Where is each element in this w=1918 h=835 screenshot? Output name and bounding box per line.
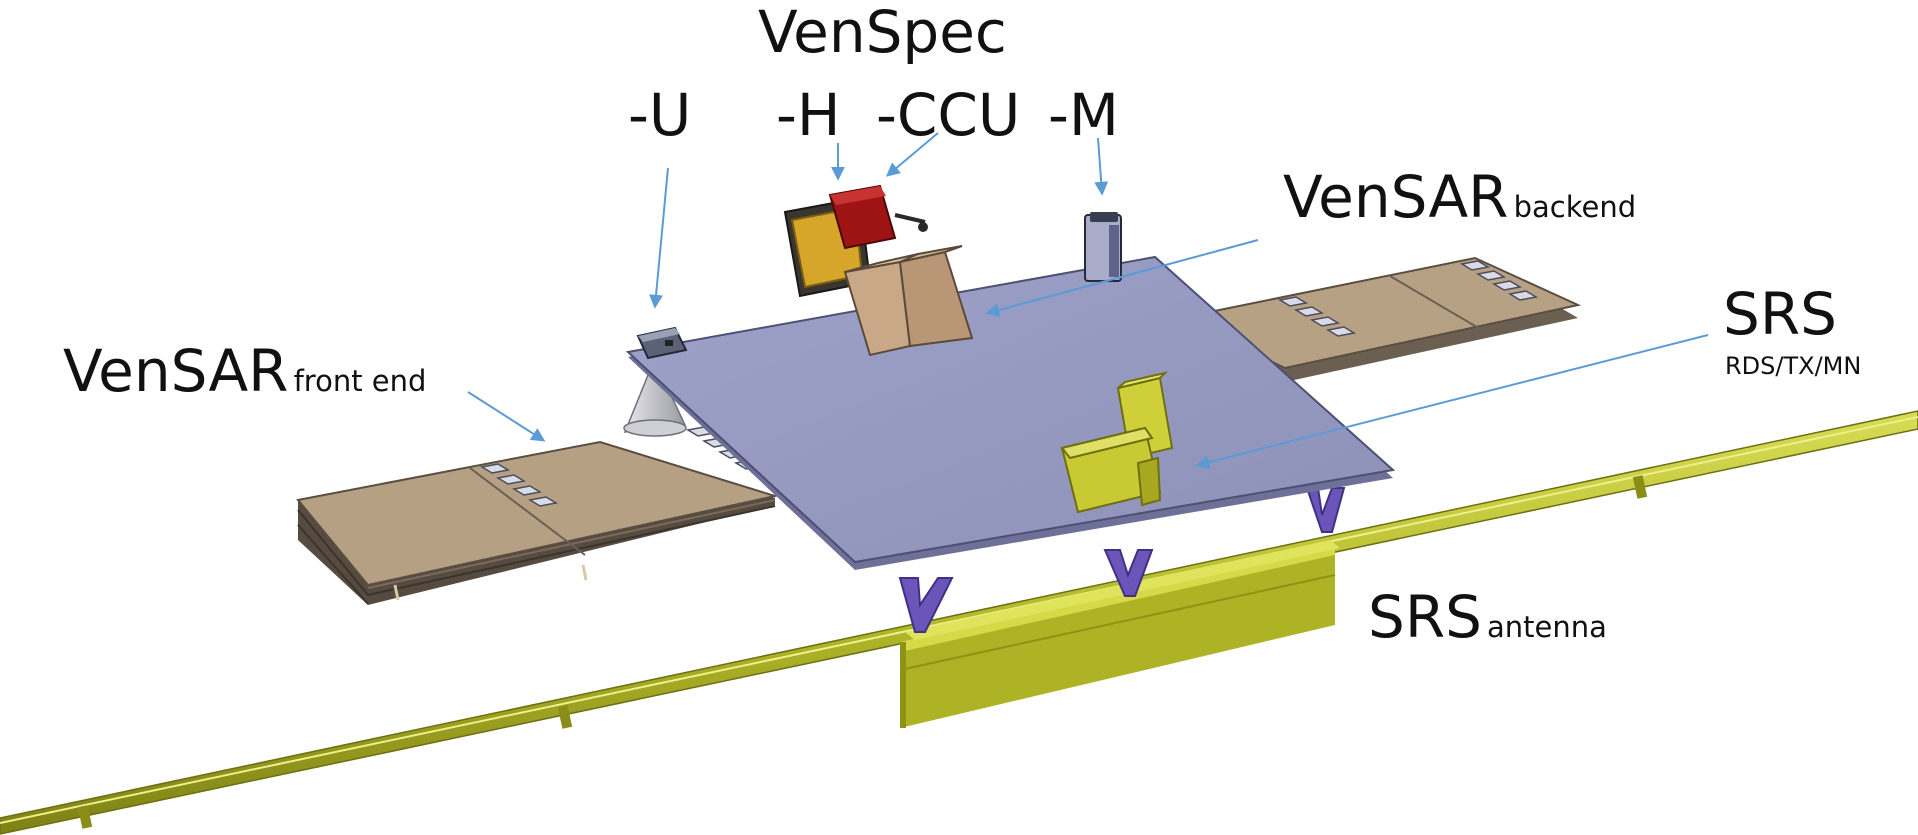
arrow-vensar-frontend [467,391,546,442]
label-vensar-frontend: VenSAR front end [63,342,426,400]
arrow-venspec-u [649,167,669,309]
label-vensar-frontend-main: VenSAR [63,337,289,405]
label-vensar-backend-sub: backend [1513,190,1637,224]
label-vensar-backend-main: VenSAR [1283,163,1509,231]
deck-struts [898,487,1346,633]
label-srs-sub: RDS/TX/MN [1725,352,1862,380]
arrow-srs-rds [1195,334,1709,470]
label-venspec-u: -U [628,81,692,149]
vensar-panel-left [296,426,779,605]
label-venspec: VenSpec [758,0,1007,66]
label-srs-antenna-main: SRS [1368,583,1482,651]
label-venspec-m: -M [1048,81,1119,149]
arrow-venspec-m [1094,137,1109,196]
label-srs-antenna: SRS antenna [1368,588,1607,646]
srs-rds-boxes [1060,371,1174,514]
horn-antenna [623,371,687,437]
label-srs-antenna-sub: antenna [1487,610,1607,644]
label-srs: SRS [1723,280,1837,348]
arrow-vensar-backend [985,239,1259,317]
venspec-u-unit [636,326,688,360]
label-venspec-h: -H [776,81,841,149]
label-venspec-ccu: -CCU [876,81,1021,149]
venspec-m-unit [1084,212,1122,282]
vensar-backend-boxes [843,245,974,357]
arrow-venspec-ccu [885,132,939,177]
leader-arrows [467,132,1709,470]
platform-deck [625,255,1396,570]
label-vensar-backend: VenSAR backend [1283,168,1636,226]
label-vensar-frontend-sub: front end [293,364,427,398]
